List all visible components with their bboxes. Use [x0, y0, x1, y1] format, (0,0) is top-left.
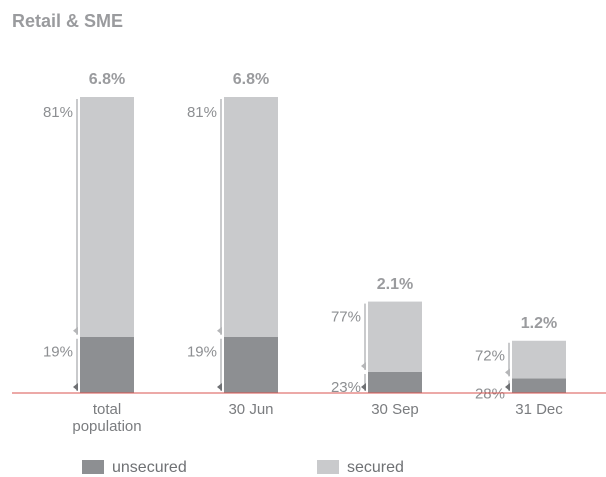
legend-label: unsecured	[112, 459, 187, 476]
bar-segment	[224, 97, 278, 337]
bar-segment	[224, 336, 278, 393]
legend-label: secured	[347, 459, 404, 476]
segment-label: 23%	[331, 379, 361, 396]
total-label: 6.8%	[233, 71, 269, 88]
segment-label: 77%	[331, 309, 361, 326]
total-label: 6.8%	[89, 71, 125, 88]
legend-swatch	[317, 460, 339, 474]
legend-swatch	[82, 460, 104, 474]
bracket-tick	[505, 383, 510, 391]
total-label: 1.2%	[521, 315, 557, 332]
bracket-tick	[505, 368, 510, 377]
segment-label: 28%	[475, 385, 505, 402]
bracket-tick	[217, 326, 222, 335]
bar-segment	[80, 336, 134, 393]
bracket-tick	[217, 383, 222, 391]
x-tick-label: 30 Jun	[228, 401, 274, 418]
bracket-tick	[73, 326, 78, 335]
bracket-tick	[73, 383, 78, 391]
segment-label: 72%	[475, 348, 505, 365]
total-label: 2.1%	[377, 276, 413, 293]
segment-label: 19%	[187, 344, 217, 361]
x-tick-label: 31 Dec	[515, 401, 563, 418]
segment-label: 81%	[43, 104, 73, 121]
segment-label: 81%	[187, 104, 217, 121]
bracket-tick	[361, 361, 366, 370]
x-tick-label: total population	[72, 401, 142, 435]
bracket-tick	[361, 383, 366, 391]
bar-segment	[368, 301, 422, 372]
bar-segment	[512, 378, 566, 393]
x-tick-label: 30 Sep	[371, 401, 419, 418]
chart-title: Retail & SME	[12, 11, 123, 31]
bar-segment	[80, 97, 134, 337]
bar-segment	[512, 340, 566, 379]
segment-label: 19%	[43, 344, 73, 361]
bar-segment	[368, 371, 422, 393]
